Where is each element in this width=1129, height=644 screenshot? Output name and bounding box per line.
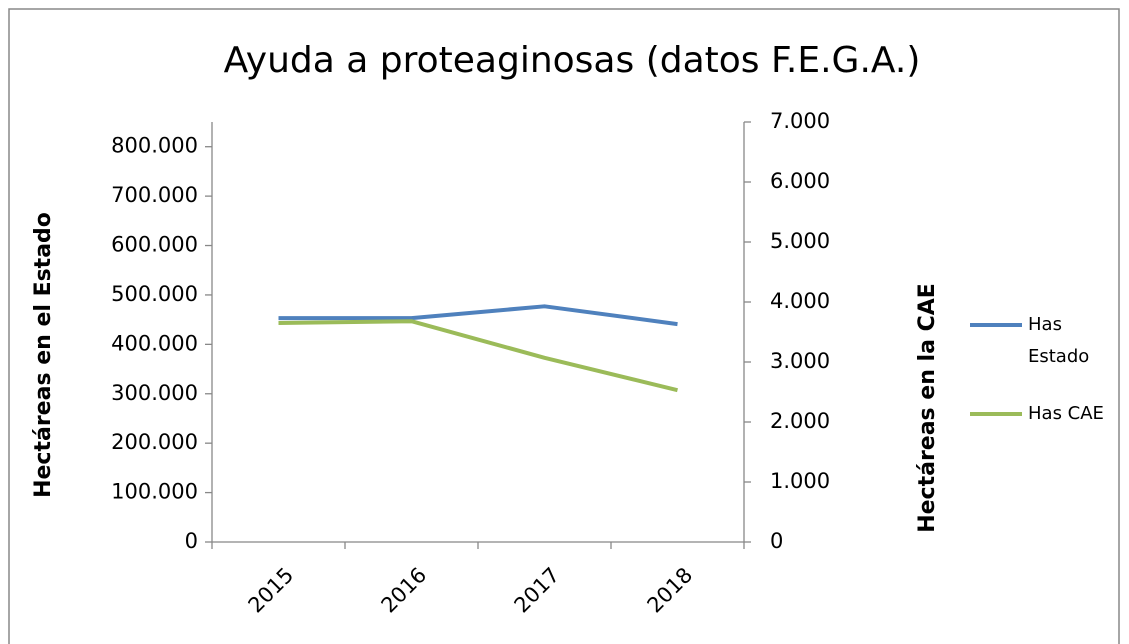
y2-tick-label: 2.000 xyxy=(770,409,830,433)
legend-label: Has CAE xyxy=(1028,403,1104,424)
chart-frame xyxy=(8,8,1120,644)
y-axis-title: Hectáreas en el Estado xyxy=(31,212,56,498)
y-tick-label: 0 xyxy=(185,529,198,553)
y-tick-label: 100.000 xyxy=(111,480,198,504)
y-tick-label: 800.000 xyxy=(111,134,198,158)
y2-tick-label: 3.000 xyxy=(770,349,830,373)
y2-tick-label: 4.000 xyxy=(770,289,830,313)
y2-tick-label: 0 xyxy=(770,529,783,553)
y-tick-label: 700.000 xyxy=(111,183,198,207)
y2-tick-label: 7.000 xyxy=(770,109,830,133)
y2-tick-label: 1.000 xyxy=(770,469,830,493)
y2-tick-label: 5.000 xyxy=(770,229,830,253)
y-tick-label: 400.000 xyxy=(111,331,198,355)
legend-label: Has Estado xyxy=(1028,314,1089,367)
y-tick-label: 600.000 xyxy=(111,233,198,257)
series-line xyxy=(278,319,678,393)
y2-axis-title: Hectáreas en la CAE xyxy=(915,283,940,533)
series-line xyxy=(278,304,678,327)
y-tick-label: 300.000 xyxy=(111,381,198,405)
y-tick-label: 500.000 xyxy=(111,282,198,306)
y-tick-label: 200.000 xyxy=(111,430,198,454)
chart-title: Ayuda a proteaginosas (datos F.E.G.A.) xyxy=(224,40,921,81)
y2-tick-label: 6.000 xyxy=(770,169,830,193)
